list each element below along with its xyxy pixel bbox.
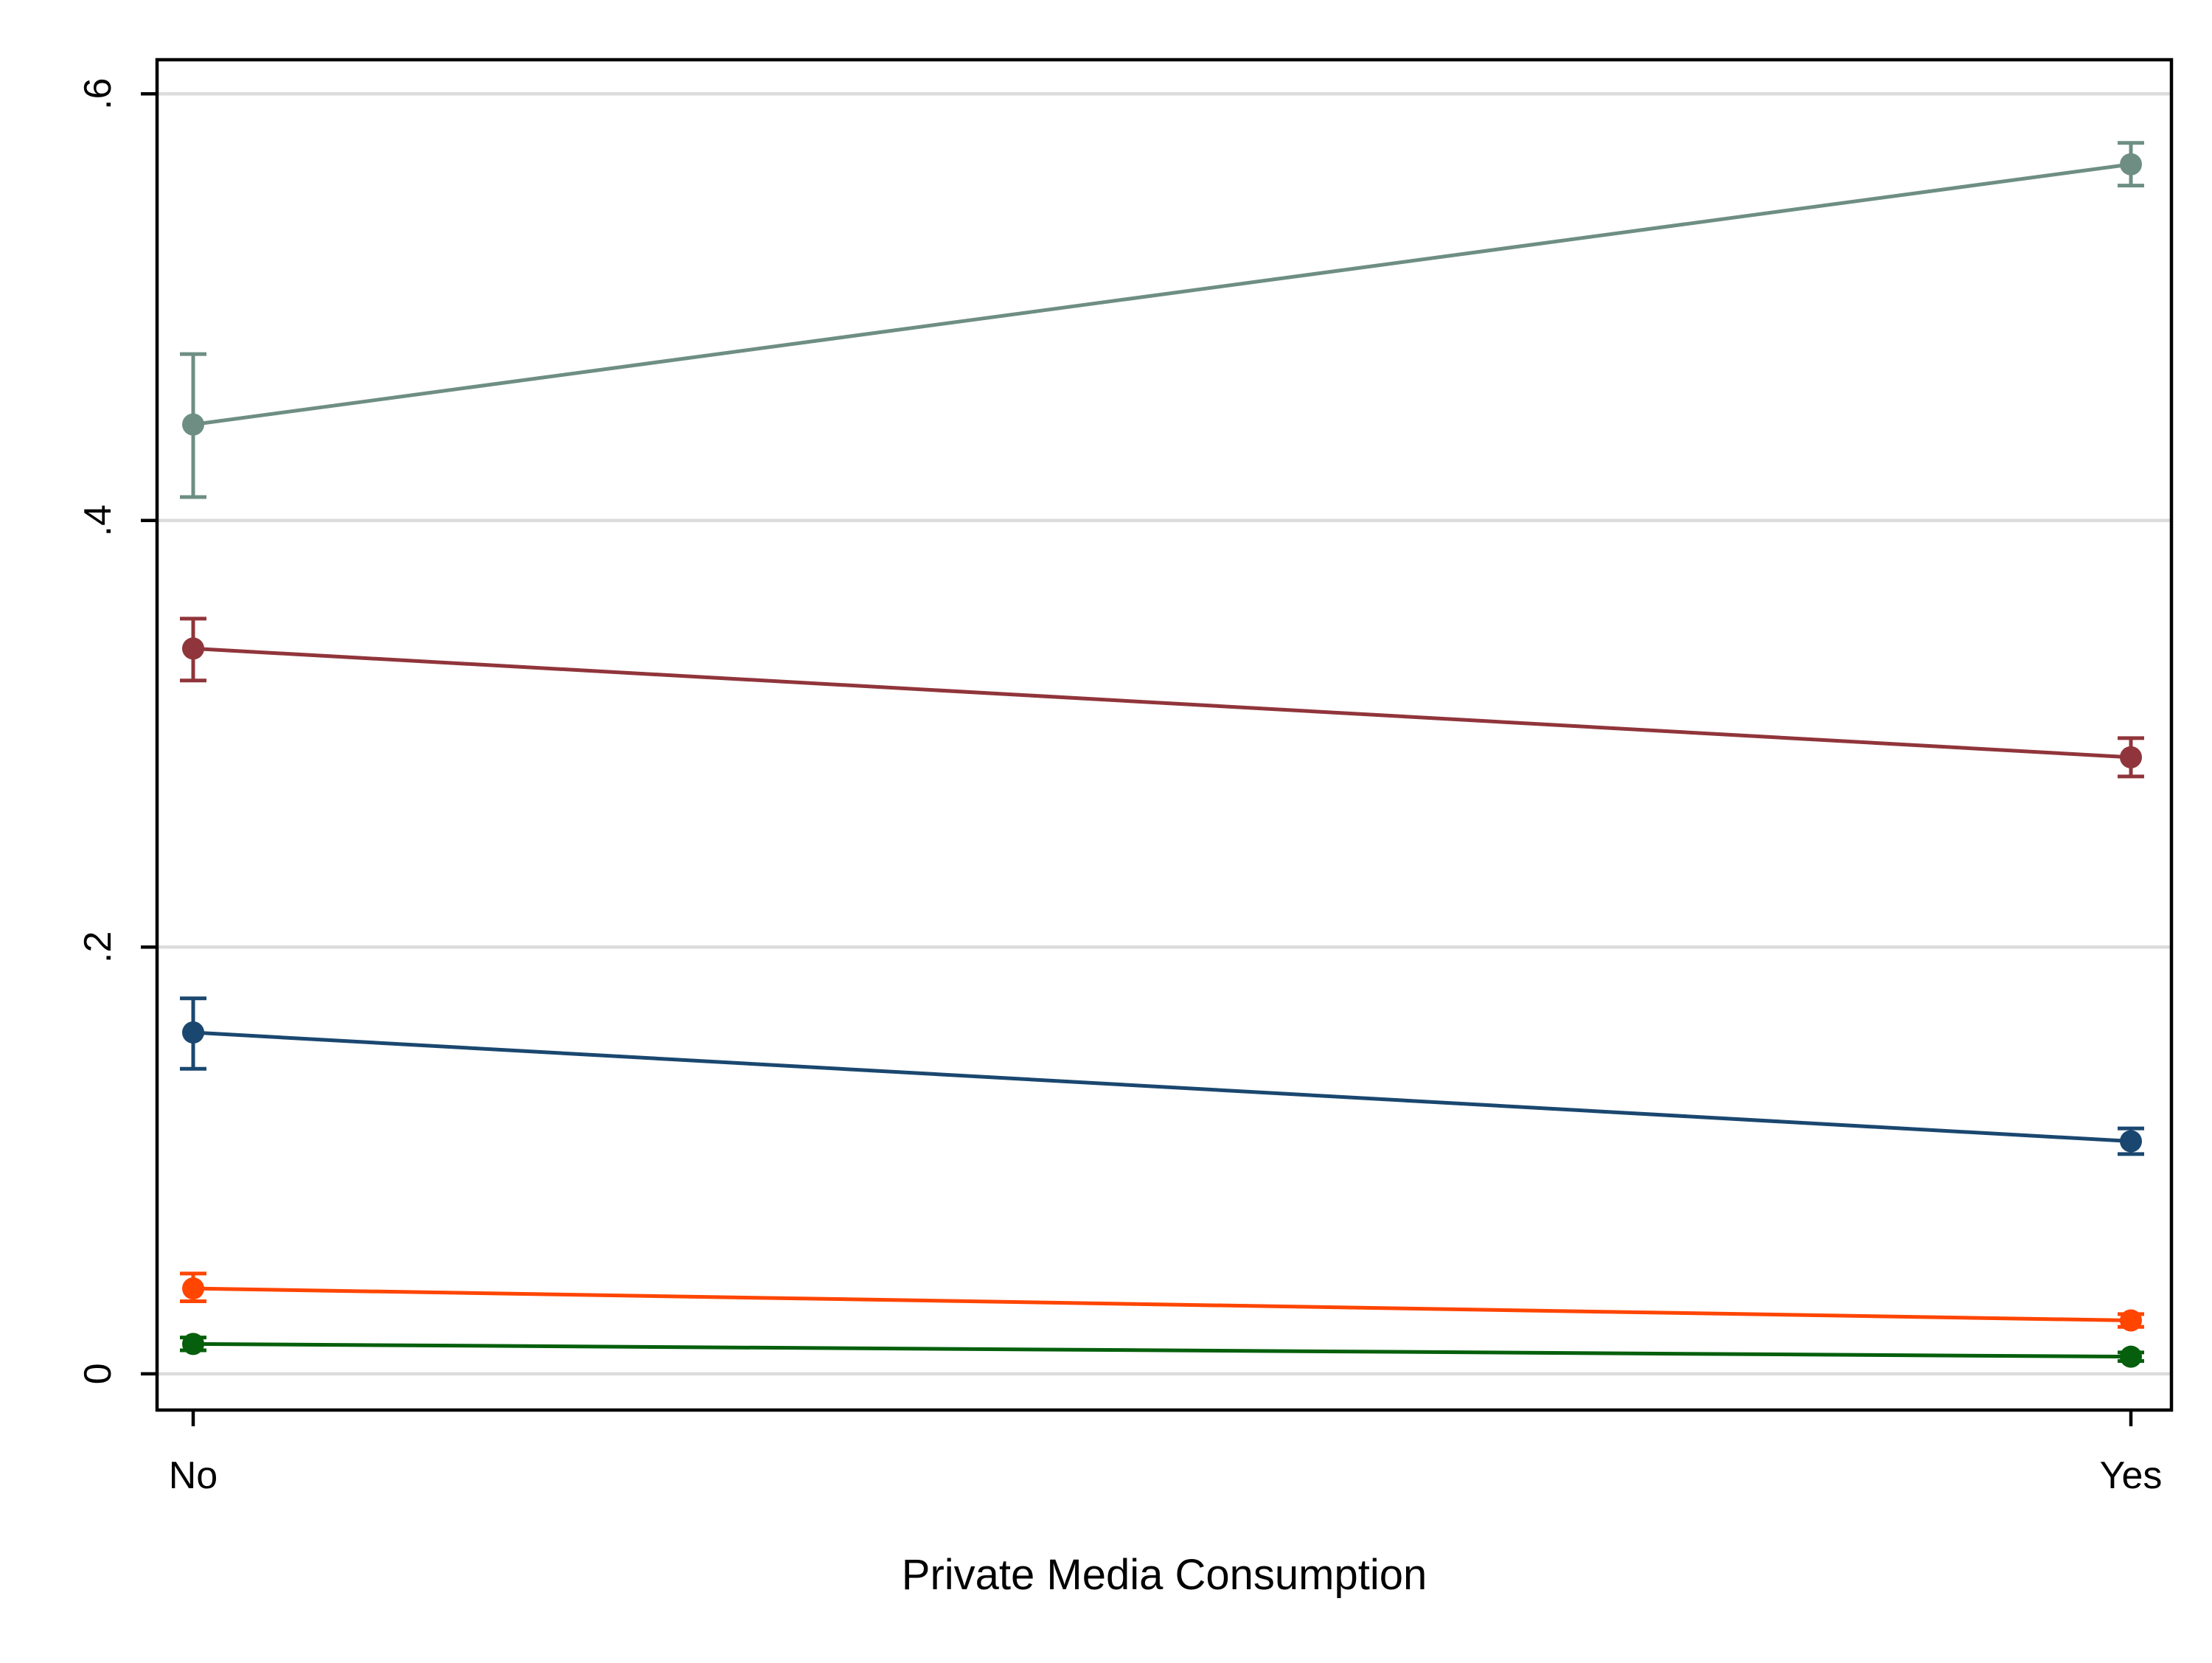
x-tick-label: No xyxy=(169,1454,218,1497)
data-point xyxy=(2120,153,2142,176)
axes: 0 .2 .4 .6 No Yes xyxy=(77,78,2162,1497)
y-tick-label: .2 xyxy=(77,931,119,963)
series-4 xyxy=(180,1271,2144,1332)
data-point xyxy=(2120,1130,2142,1153)
series-1 xyxy=(180,141,2144,499)
data-point xyxy=(2120,1309,2142,1332)
x-tick-label: Yes xyxy=(2100,1454,2163,1497)
data-point xyxy=(182,637,204,660)
y-tick-label: .4 xyxy=(77,504,119,536)
series-line xyxy=(192,162,2132,427)
x-axis-title: Private Media Consumption xyxy=(902,1551,1427,1599)
data-point xyxy=(2120,746,2142,768)
data-point xyxy=(2120,1345,2142,1368)
series-layer xyxy=(180,141,2144,1368)
series-2 xyxy=(180,617,2144,779)
y-tick-label: 0 xyxy=(77,1363,119,1384)
series-line xyxy=(192,1030,2132,1144)
data-point xyxy=(182,1333,204,1355)
series-line xyxy=(192,646,2132,760)
y-tick-label: .6 xyxy=(77,78,119,110)
data-point xyxy=(182,1277,204,1300)
data-point xyxy=(182,1021,204,1044)
series-line xyxy=(192,1286,2132,1323)
gridlines xyxy=(157,92,2171,1376)
data-point xyxy=(182,413,204,436)
plot-frame xyxy=(155,58,2174,1412)
series-3 xyxy=(180,996,2144,1156)
series-line xyxy=(192,1341,2132,1359)
series-5 xyxy=(180,1333,2144,1368)
